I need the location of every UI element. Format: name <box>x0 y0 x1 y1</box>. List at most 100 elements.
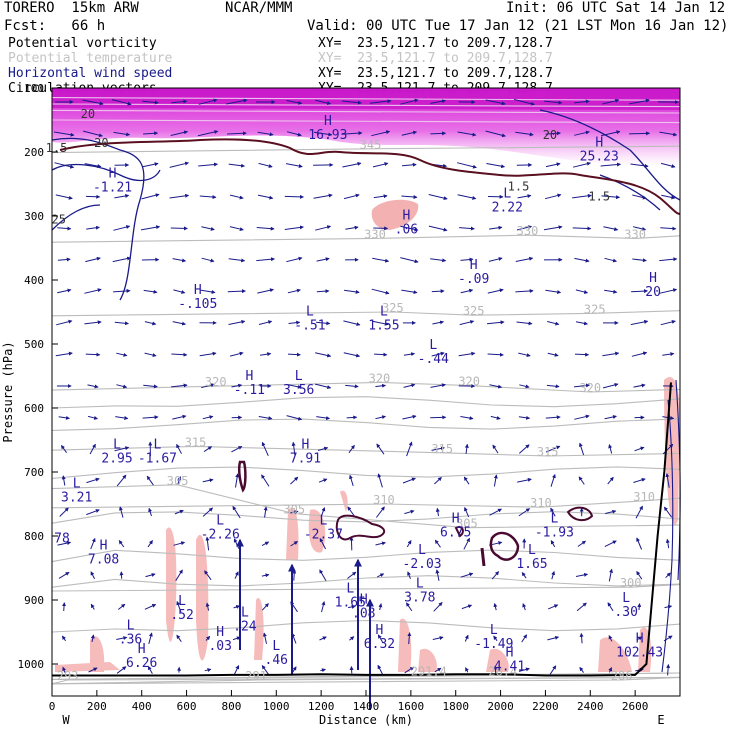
circulation-vector <box>574 257 590 263</box>
extremum-marker: L <box>295 369 303 384</box>
circulation-vector <box>660 162 676 169</box>
circulation-vector <box>544 193 562 200</box>
circulation-vector <box>58 571 70 579</box>
circulation-vector <box>284 194 305 199</box>
circulation-vector <box>202 478 214 483</box>
circulation-vector <box>602 382 619 389</box>
extremum-value: .08 <box>352 606 375 621</box>
extremum-value: 2.95 <box>101 451 132 466</box>
circulation-vector <box>285 163 303 168</box>
circulation-vector <box>319 636 327 641</box>
circulation-vector <box>635 505 643 519</box>
circulation-vector <box>637 603 642 611</box>
circulation-vector <box>489 508 502 516</box>
circulation-vector <box>434 539 441 548</box>
circulation-vector <box>261 441 269 457</box>
circulation-vector <box>457 131 477 137</box>
theta-label: 293 <box>57 669 79 683</box>
circulation-vector <box>521 571 527 579</box>
extremum-marker: L <box>416 576 424 591</box>
circulation-vector <box>286 256 303 263</box>
circulation-vector <box>348 604 356 609</box>
circulation-vector <box>543 225 563 231</box>
circulation-vector <box>634 446 645 452</box>
circulation-vector <box>572 161 591 168</box>
circulation-vector <box>343 193 360 200</box>
circulation-vector <box>228 319 246 325</box>
theta-label: 315 <box>185 435 207 449</box>
circulation-vector <box>458 351 476 357</box>
circulation-vector <box>200 289 216 294</box>
pv-line-contours <box>59 138 681 567</box>
circulation-vector <box>316 257 330 262</box>
circulation-vector <box>82 99 104 106</box>
circulation-vector <box>204 668 212 673</box>
extremum-marker: H <box>636 631 644 646</box>
circulation-vector <box>608 568 614 582</box>
circulation-vector <box>573 383 591 388</box>
theta-label: 325 <box>382 301 404 315</box>
circulation-vector <box>547 635 560 641</box>
circulation-vector <box>602 351 620 357</box>
extremum-value: 16.93 <box>308 128 347 143</box>
circulation-vector <box>231 383 243 388</box>
circulation-vector <box>291 441 296 456</box>
circulation-vector <box>226 98 248 105</box>
extremum-marker: L <box>306 304 314 319</box>
x-axis-title: Distance (km) <box>319 713 413 727</box>
extremum-value: 1.65 <box>516 557 547 572</box>
extremum-value: -2.03 <box>403 557 442 572</box>
x-tick-label: 1400 <box>353 700 380 713</box>
circulation-vector <box>226 131 247 136</box>
circulation-vector <box>261 541 270 547</box>
extremum-value: -.11 <box>234 383 265 398</box>
circulation-vector <box>258 416 273 421</box>
wind-speed-contours <box>51 109 681 301</box>
circulation-vector <box>171 352 188 357</box>
theta-label: 305 <box>456 517 478 531</box>
circulation-vector <box>262 632 267 644</box>
theta-contour <box>51 97 681 101</box>
circulation-vector <box>85 256 101 263</box>
circulation-vector <box>232 505 241 519</box>
extremum-marker: H <box>402 208 410 223</box>
circulation-vector <box>369 99 392 104</box>
pv-closed-contour-3 <box>489 531 520 561</box>
circulation-vector <box>199 351 217 357</box>
circulation-vector <box>84 163 102 168</box>
circulation-vector <box>373 226 389 231</box>
extremum-value: 78 <box>54 531 70 546</box>
circulation-vector <box>636 636 643 641</box>
theta-contour <box>51 381 681 393</box>
circulation-vector <box>115 416 129 420</box>
extremum-value: 3.78 <box>404 590 435 605</box>
circulation-vector <box>261 474 270 487</box>
circulation-vector <box>428 194 448 201</box>
circulation-vector <box>518 415 531 420</box>
jet-core-contour-e <box>599 174 661 211</box>
circulation-vector <box>86 477 100 484</box>
circulation-vector <box>400 225 419 232</box>
extremum-marker: H <box>376 623 384 638</box>
circulation-vector <box>551 570 556 580</box>
circulation-vector <box>519 384 530 389</box>
circulation-vector <box>372 162 389 168</box>
circulation-vector <box>111 99 132 106</box>
x-tick-label: 400 <box>132 700 152 713</box>
circulation-vector <box>578 476 585 485</box>
y-tick-label: 900 <box>24 594 44 607</box>
circulation-vector <box>377 634 383 643</box>
extremum-marker: L <box>241 606 249 621</box>
pv-contour-label: 20 <box>94 136 108 150</box>
theta-contour <box>51 109 681 114</box>
circulation-vector <box>431 446 445 451</box>
circulation-vector <box>345 225 359 230</box>
circulation-vector <box>545 162 561 168</box>
circulation-vector <box>548 604 559 610</box>
circulation-vector <box>659 257 678 262</box>
extremum-marker: L <box>528 543 536 558</box>
circulation-vector <box>140 225 161 231</box>
circulation-vector <box>430 415 447 420</box>
circulation-vector <box>460 416 474 421</box>
circulation-vector <box>229 351 244 357</box>
